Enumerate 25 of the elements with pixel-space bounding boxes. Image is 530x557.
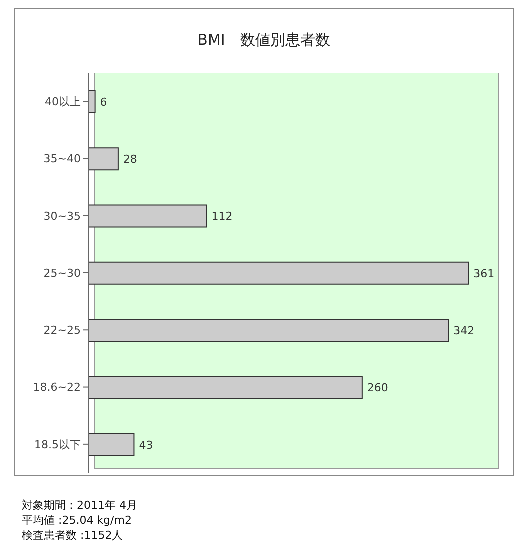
bar xyxy=(88,148,119,171)
y-tick-label: 35~40 xyxy=(44,152,81,166)
y-tick-label: 18.5以下 xyxy=(34,438,81,452)
data-label: 112 xyxy=(212,210,233,224)
bar xyxy=(88,90,96,114)
text: 検査患者数 :1152人 xyxy=(22,528,124,543)
y-tick-label: 25~30 xyxy=(44,266,81,280)
chart-title: BMI 数値別患者数 xyxy=(196,31,332,50)
bar xyxy=(88,319,450,342)
bar xyxy=(88,376,363,400)
data-label: 28 xyxy=(123,153,138,166)
y-tick-label: 40以上 xyxy=(45,95,81,108)
data-label: 6 xyxy=(100,96,108,109)
data-label: 342 xyxy=(454,324,475,338)
y-tick-label: 22~25 xyxy=(44,324,81,338)
bar xyxy=(88,204,208,228)
text: 平均値 :25.04 kg/m2 xyxy=(22,513,133,528)
bar xyxy=(88,433,135,456)
data-label: 43 xyxy=(139,438,154,452)
y-tick-label: 30~35 xyxy=(44,210,81,223)
data-label: 361 xyxy=(474,267,495,280)
bar xyxy=(88,262,470,285)
y-tick-label: 18.6~22 xyxy=(33,381,81,394)
text: 対象期間：2011年 4月 xyxy=(22,498,138,513)
data-label: 260 xyxy=(367,382,388,395)
